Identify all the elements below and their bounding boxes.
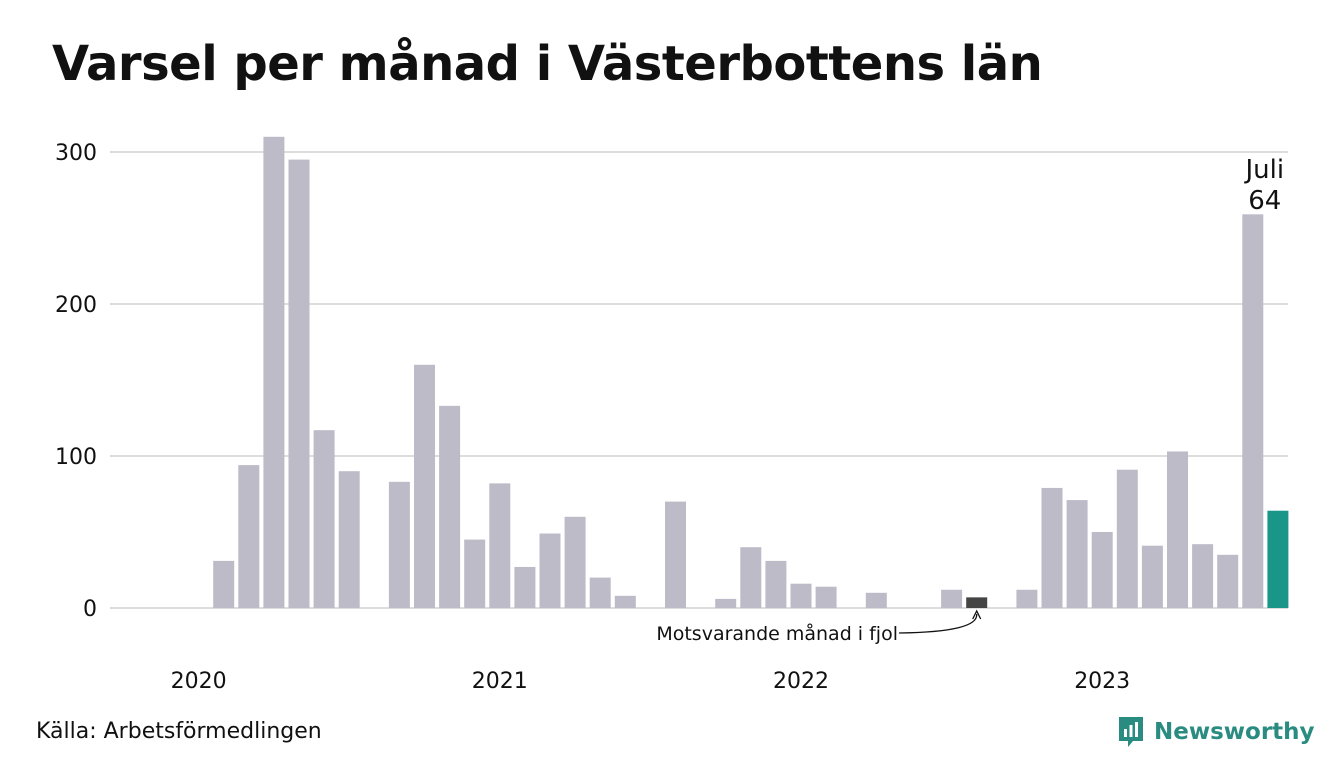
source-label: Källa: Arbetsförmedlingen bbox=[36, 719, 322, 744]
bar bbox=[815, 586, 837, 608]
bar bbox=[313, 430, 335, 608]
x-tick-label: 2021 bbox=[472, 669, 528, 694]
y-tick-label: 300 bbox=[55, 141, 97, 166]
bar bbox=[1192, 544, 1214, 608]
bar bbox=[1116, 469, 1138, 608]
comparison-bar bbox=[966, 597, 988, 608]
bar bbox=[941, 589, 963, 608]
bar bbox=[539, 533, 561, 608]
page-title: Varsel per månad i Västerbottens län bbox=[52, 36, 1043, 92]
bar bbox=[414, 364, 435, 608]
bar bbox=[1167, 451, 1188, 608]
y-tick-label: 0 bbox=[83, 597, 97, 622]
bar bbox=[614, 595, 636, 608]
bar bbox=[213, 560, 235, 608]
bar bbox=[489, 483, 511, 608]
bar bbox=[263, 136, 285, 609]
bar bbox=[665, 501, 686, 608]
bar bbox=[338, 471, 360, 608]
comparison-label: Motsvarande månad i fjol bbox=[656, 622, 898, 645]
y-tick-label: 200 bbox=[55, 293, 97, 318]
y-axis-ticks: 0 100 200 300 bbox=[55, 141, 97, 622]
bars bbox=[213, 136, 1289, 609]
bar bbox=[715, 598, 737, 608]
bar bbox=[238, 465, 260, 608]
comparison-arrowhead bbox=[972, 609, 982, 620]
highlight-month-label: Juli bbox=[1244, 155, 1285, 185]
bar bbox=[740, 547, 762, 608]
y-tick-label: 100 bbox=[55, 445, 97, 470]
highlight-bar bbox=[1267, 510, 1289, 608]
bar bbox=[439, 405, 461, 608]
bar bbox=[1016, 589, 1038, 608]
bar bbox=[288, 159, 310, 608]
bar bbox=[464, 539, 486, 608]
comparison-arrow bbox=[898, 613, 978, 634]
bar bbox=[589, 577, 611, 608]
bar bbox=[1041, 487, 1063, 608]
x-tick-label: 2023 bbox=[1074, 669, 1130, 694]
highlight-value-label: 64 bbox=[1248, 186, 1281, 216]
bar bbox=[564, 516, 586, 608]
bar bbox=[1217, 554, 1239, 608]
bar bbox=[1141, 545, 1163, 608]
x-tick-label: 2022 bbox=[773, 669, 829, 694]
bar bbox=[865, 592, 887, 608]
x-tick-label: 2020 bbox=[171, 669, 227, 694]
bar bbox=[1066, 500, 1088, 608]
bar bbox=[388, 481, 410, 608]
bar bbox=[790, 583, 812, 608]
newsworthy-logo: Newsworthy bbox=[1116, 714, 1315, 750]
x-axis-labels: 2020 2021 2022 2023 bbox=[171, 669, 1131, 694]
logo-icon bbox=[1119, 717, 1143, 747]
bar bbox=[514, 566, 536, 608]
bar bbox=[765, 560, 787, 608]
bar bbox=[1242, 214, 1264, 608]
bar bbox=[1091, 532, 1113, 608]
logo-text: Newsworthy bbox=[1154, 719, 1315, 745]
